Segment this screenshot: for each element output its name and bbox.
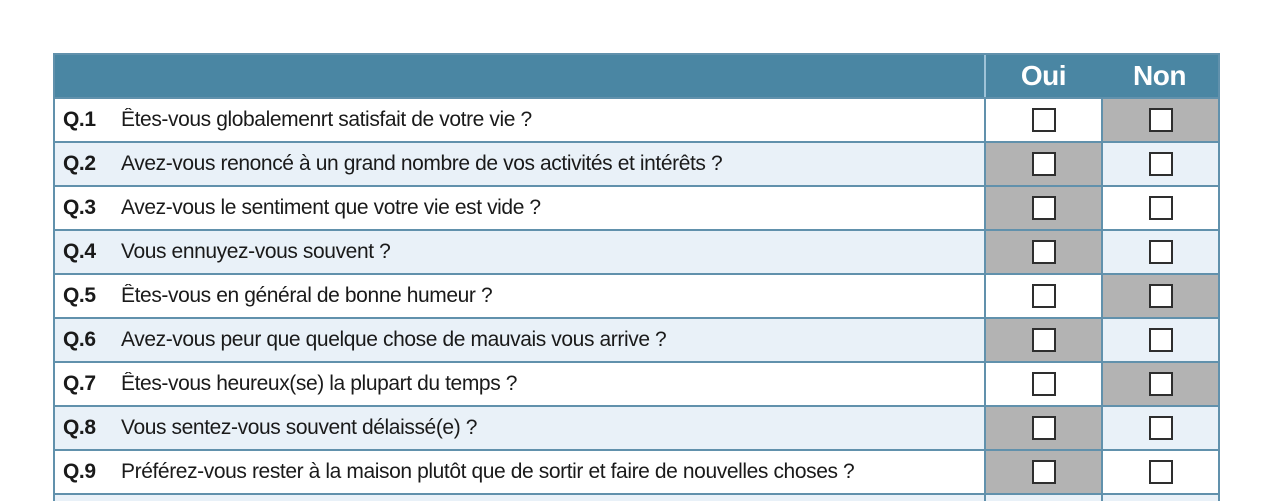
oui-checkbox[interactable] [1031,416,1056,440]
non-checkbox[interactable] [1148,328,1173,352]
question-text: Êtes-vous heureux(se) la plupart du temp… [121,372,518,395]
oui-cell [984,363,1101,405]
non-cell [1101,275,1218,317]
non-checkbox[interactable] [1148,284,1173,308]
oui-cell [984,275,1101,317]
non-cell [1101,187,1218,229]
oui-cell [984,319,1101,361]
non-checkbox[interactable] [1148,196,1173,220]
oui-checkbox[interactable] [1031,372,1056,396]
question-number: Q.7 [63,372,96,395]
question-text: Vous sentez-vous souvent délaissé(e) ? [121,416,478,439]
non-cell [1101,407,1218,449]
non-checkbox[interactable] [1148,416,1173,440]
table-row: Q.3 Avez-vous le sentiment que votre vie… [55,185,1218,229]
partial-next-row [55,493,1218,501]
table-header: Oui Non [55,55,1218,97]
table-row: Q.4 Vous ennuyez-vous souvent ? [55,229,1218,273]
question-text: Avez-vous peur que quelque chose de mauv… [121,328,667,351]
header-non-label: Non [1133,60,1186,91]
non-cell [1101,99,1218,141]
table-row: Q.8 Vous sentez-vous souvent délaissé(e)… [55,405,1218,449]
oui-cell [984,451,1101,493]
non-checkbox[interactable] [1148,460,1173,484]
oui-cell [984,143,1101,185]
question-number: Q.5 [63,284,96,307]
table-row: Q.2 Avez-vous renoncé à un grand nombre … [55,141,1218,185]
non-cell [1101,143,1218,185]
non-checkbox[interactable] [1148,108,1173,132]
table-row: Q.5 Êtes-vous en général de bonne humeur… [55,273,1218,317]
question-text: Êtes-vous globalemenrt satisfait de votr… [121,108,532,131]
table-row: Q.1 Êtes-vous globalemenrt satisfait de … [55,97,1218,141]
oui-checkbox[interactable] [1031,328,1056,352]
question-number: Q.6 [63,328,96,351]
question-text: Préférez-vous rester à la maison plutôt … [121,460,855,483]
table-body: Q.1 Êtes-vous globalemenrt satisfait de … [55,97,1218,493]
oui-cell [984,187,1101,229]
non-cell [1101,363,1218,405]
question-number: Q.3 [63,196,96,219]
question-text: Êtes-vous en général de bonne humeur ? [121,284,493,307]
oui-cell [984,231,1101,273]
header-oui-label: Oui [984,55,1101,97]
oui-cell [984,99,1101,141]
question-number: Q.4 [63,240,96,263]
non-checkbox[interactable] [1148,152,1173,176]
question-text: Vous ennuyez-vous souvent ? [121,240,391,263]
question-number: Q.2 [63,152,96,175]
question-number: Q.9 [63,460,96,483]
oui-checkbox[interactable] [1031,152,1056,176]
table-row: Q.6 Avez-vous peur que quelque chose de … [55,317,1218,361]
oui-cell [984,407,1101,449]
non-cell [1101,451,1218,493]
questionnaire-table: Oui Non Q.1 Êtes-vous globalemenrt satis… [53,53,1220,501]
non-cell [1101,231,1218,273]
oui-checkbox[interactable] [1031,108,1056,132]
non-checkbox[interactable] [1148,372,1173,396]
non-checkbox[interactable] [1148,240,1173,264]
question-text: Avez-vous le sentiment que votre vie est… [121,196,541,219]
question-number: Q.1 [63,108,96,131]
question-number: Q.8 [63,416,96,439]
table-row: Q.9 Préférez-vous rester à la maison plu… [55,449,1218,493]
oui-checkbox[interactable] [1031,240,1056,264]
header-question-spacer [55,55,984,97]
non-cell [1101,319,1218,361]
oui-checkbox[interactable] [1031,284,1056,308]
table-row: Q.7 Êtes-vous heureux(se) la plupart du … [55,361,1218,405]
oui-checkbox[interactable] [1031,460,1056,484]
question-text: Avez-vous renoncé à un grand nombre de v… [121,152,723,175]
oui-checkbox[interactable] [1031,196,1056,220]
